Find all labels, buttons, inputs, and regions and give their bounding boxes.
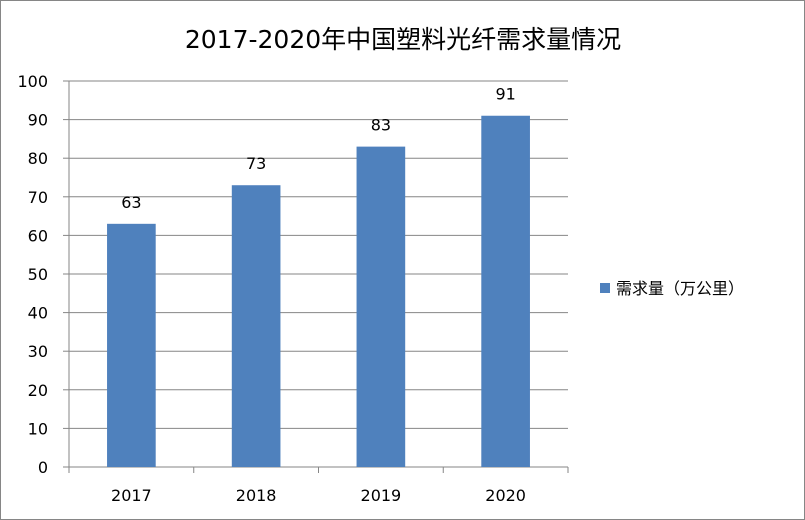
data-label: 91 bbox=[495, 85, 515, 104]
data-labels: 63 73 83 91 bbox=[121, 85, 516, 212]
y-tick-label: 30 bbox=[28, 342, 48, 361]
y-tick-label: 0 bbox=[38, 458, 48, 477]
legend: 需求量（万公里） bbox=[600, 279, 744, 298]
data-label: 73 bbox=[246, 154, 266, 173]
y-tick-label: 80 bbox=[28, 149, 48, 168]
y-tick-label: 100 bbox=[17, 72, 48, 91]
bar bbox=[356, 146, 406, 467]
x-tick-label: 2017 bbox=[111, 486, 152, 505]
y-tick-label: 20 bbox=[28, 381, 48, 400]
y-tick-label: 90 bbox=[28, 111, 48, 130]
bar bbox=[231, 185, 281, 467]
data-label: 63 bbox=[121, 193, 141, 212]
data-label: 83 bbox=[371, 116, 391, 135]
y-tick-labels: 0 10 20 30 40 50 60 70 80 90 100 bbox=[17, 72, 48, 477]
x-tick-labels: 2017 2018 2019 2020 bbox=[111, 486, 526, 505]
y-tick-label: 40 bbox=[28, 304, 48, 323]
legend-label: 需求量（万公里） bbox=[616, 279, 744, 298]
y-tick-label: 10 bbox=[28, 419, 48, 438]
x-tick-label: 2018 bbox=[236, 486, 277, 505]
bar bbox=[481, 115, 530, 468]
bars bbox=[107, 115, 530, 468]
chart-title: 2017-2020年中国塑料光纤需求量情况 bbox=[185, 25, 621, 54]
legend-swatch bbox=[600, 283, 610, 293]
y-tick-label: 70 bbox=[28, 188, 48, 207]
x-tick-label: 2020 bbox=[485, 486, 526, 505]
y-tick-label: 60 bbox=[28, 226, 48, 245]
y-tick-label: 50 bbox=[28, 265, 48, 284]
bar bbox=[107, 223, 156, 467]
x-tick-label: 2019 bbox=[361, 486, 402, 505]
